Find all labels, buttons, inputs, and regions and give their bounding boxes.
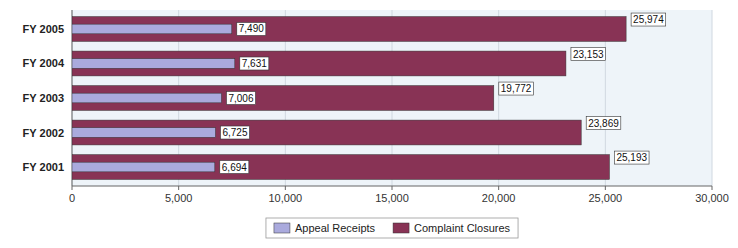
legend-swatch xyxy=(274,223,290,233)
tick-mark xyxy=(72,186,73,190)
tick-mark xyxy=(178,186,179,190)
data-label-text: 25,974 xyxy=(633,14,664,25)
data-label-text: 19,772 xyxy=(501,83,532,94)
bar xyxy=(72,59,235,69)
legend-label: Appeal Receipts xyxy=(295,222,376,234)
bar xyxy=(72,120,581,145)
chart: 0 5,000 10,000 15,000 20,000 25,000 30,000 FY 2… xyxy=(0,0,738,248)
data-label-box xyxy=(586,117,621,130)
data-label-text: 25,193 xyxy=(616,152,647,163)
grid-line xyxy=(712,10,713,186)
data-label-text: 23,869 xyxy=(588,118,619,129)
data-label-text: 23,153 xyxy=(573,49,604,60)
data-label: 6,694 xyxy=(220,161,249,174)
bar xyxy=(72,24,232,34)
legend-label: Complaint Closures xyxy=(414,222,510,234)
tick-label: 10,000 xyxy=(269,192,303,204)
tick-label: 25,000 xyxy=(589,192,623,204)
tick-label: 15,000 xyxy=(375,192,409,204)
data-label: 19,772 xyxy=(499,82,534,95)
data-label: 23,869 xyxy=(586,117,621,130)
tick-label: 5,000 xyxy=(165,192,193,204)
plot-background xyxy=(72,10,712,186)
data-label-box xyxy=(571,48,606,61)
data-label-text: 6,694 xyxy=(222,162,247,173)
tick-mark xyxy=(498,186,499,190)
data-label: 7,631 xyxy=(240,57,269,70)
legend-frame xyxy=(266,218,518,238)
category-label: FY 2003 xyxy=(23,92,64,104)
data-label: 6,725 xyxy=(220,126,249,139)
data-label: 23,153 xyxy=(571,48,606,61)
category-label: FY 2004 xyxy=(23,57,65,69)
data-label-text: 6,725 xyxy=(222,127,247,138)
bar xyxy=(72,86,494,111)
legend-swatch xyxy=(393,223,409,233)
bar xyxy=(72,128,215,138)
data-label-box xyxy=(237,22,266,35)
data-labels: 6,694 6,725 7,006 7,631 7,490 25,193 23,869 19,… xyxy=(220,13,666,173)
bar xyxy=(72,17,626,42)
data-label-box xyxy=(220,126,249,139)
tick-label: 0 xyxy=(69,192,75,204)
bar xyxy=(72,162,215,172)
category-label: FY 2005 xyxy=(23,23,64,35)
bars xyxy=(72,17,626,180)
data-label: 25,193 xyxy=(614,151,649,164)
data-label: 25,974 xyxy=(631,13,666,26)
bar xyxy=(72,51,566,76)
tick-mark xyxy=(285,186,286,190)
data-label-box xyxy=(226,92,255,105)
legend: Appeal Receipts Complaint Closures xyxy=(266,218,518,238)
data-label-box xyxy=(499,82,534,95)
category-label: FY 2002 xyxy=(23,127,64,139)
data-label-box xyxy=(631,13,666,26)
bar xyxy=(72,155,609,180)
tick-label: 20,000 xyxy=(482,192,516,204)
data-label-text: 7,490 xyxy=(239,23,264,34)
data-label-text: 7,006 xyxy=(228,93,253,104)
category-label: FY 2001 xyxy=(23,161,64,173)
bar xyxy=(72,93,221,103)
data-label-box xyxy=(220,161,249,174)
data-label: 7,490 xyxy=(237,22,266,35)
data-label-text: 7,631 xyxy=(242,58,267,69)
tick-mark xyxy=(392,186,393,190)
data-label: 7,006 xyxy=(226,92,255,105)
data-label-box xyxy=(614,151,649,164)
data-label-box xyxy=(240,57,269,70)
tick-label: 30,000 xyxy=(695,192,729,204)
tick-mark xyxy=(605,186,606,190)
tick-mark xyxy=(712,186,713,190)
x-axis-line xyxy=(72,186,712,187)
